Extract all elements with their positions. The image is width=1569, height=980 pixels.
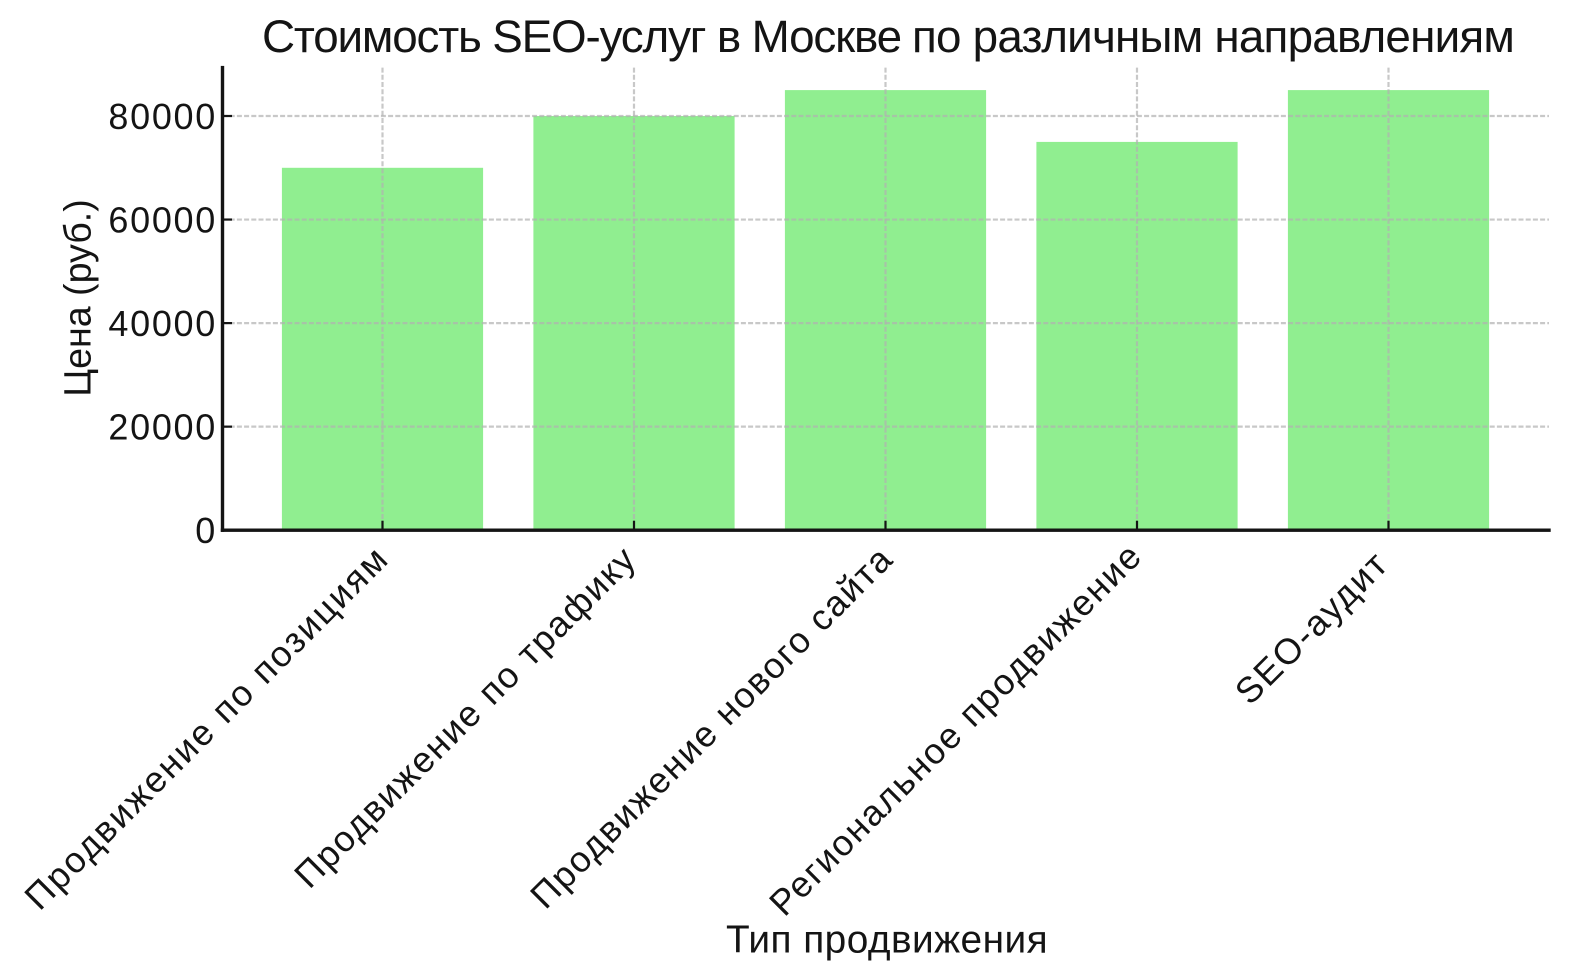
svg-text:60000: 60000 <box>108 199 217 240</box>
svg-text:Стоимость SEO-услуг в Москве: Стоимость SEO-услуг в Москве <box>262 11 901 62</box>
svg-text:Тип продвижения: Тип продвижения <box>726 919 1048 962</box>
svg-text:Цена (руб.): Цена (руб.) <box>57 199 99 396</box>
svg-text:0: 0 <box>195 510 217 551</box>
svg-text:40000: 40000 <box>108 303 217 344</box>
svg-text:по различным направлениям: по различным направлениям <box>912 11 1514 62</box>
svg-text:20000: 20000 <box>108 407 217 448</box>
svg-text:80000: 80000 <box>108 96 217 137</box>
